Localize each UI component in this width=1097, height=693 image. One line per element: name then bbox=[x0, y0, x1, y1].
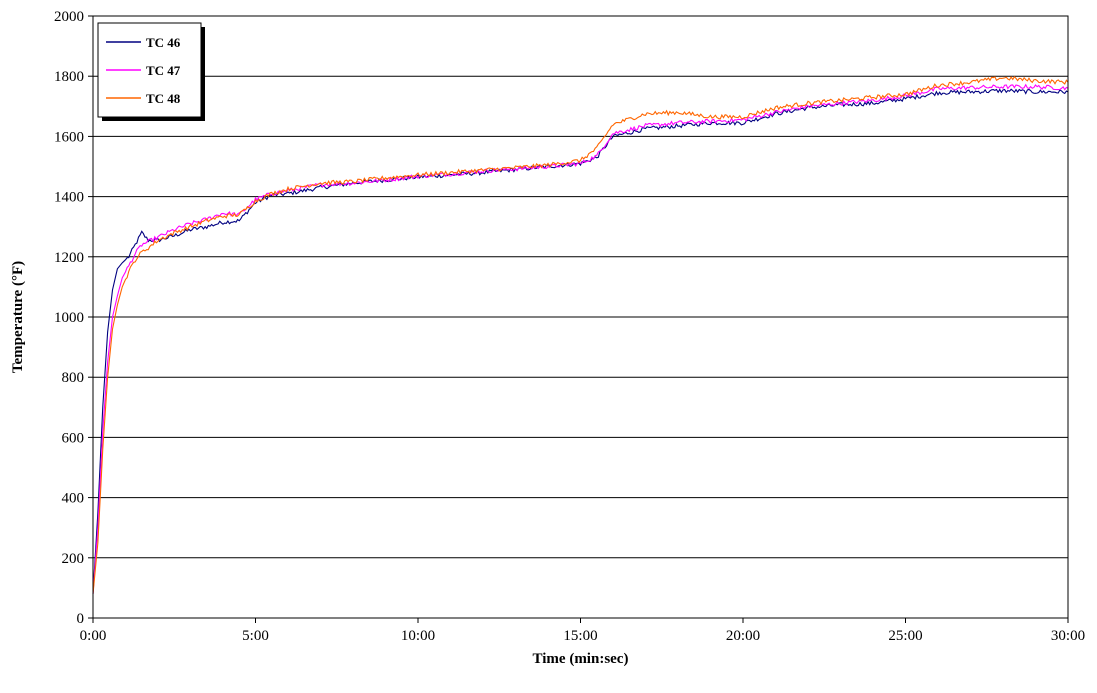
x-axis-ticks: 0:00 5:00 10:00 15:00 20:00 25:00 30:00 bbox=[80, 618, 1085, 644]
x-tick-label: 20:00 bbox=[726, 628, 760, 644]
y-tick-label: 1600 bbox=[54, 129, 84, 145]
y-axis-title: Temperature (°F) bbox=[10, 261, 26, 373]
legend: TC 46 TC 47 TC 48 bbox=[97, 22, 205, 121]
y-tick-label: 1200 bbox=[54, 250, 84, 266]
y-axis-ticks: 0 200 400 600 800 1000 1200 1400 1600 1800 2000 bbox=[54, 9, 93, 627]
x-tick-label: 0:00 bbox=[80, 628, 107, 644]
series-lines bbox=[92, 75, 1069, 594]
y-tick-label: 200 bbox=[62, 551, 85, 567]
series-line-tc-46 bbox=[92, 88, 1069, 594]
y-tick-label: 600 bbox=[62, 430, 85, 446]
x-tick-label: 5:00 bbox=[242, 628, 269, 644]
x-tick-label: 25:00 bbox=[888, 628, 922, 644]
y-tick-label: 2000 bbox=[54, 9, 84, 25]
legend-label: TC 46 bbox=[146, 35, 181, 50]
y-tick-label: 1400 bbox=[54, 190, 84, 206]
y-tick-label: 1000 bbox=[54, 310, 84, 326]
y-tick-label: 0 bbox=[77, 611, 85, 627]
y-tick-label: 1800 bbox=[54, 69, 84, 85]
legend-label: TC 48 bbox=[146, 91, 181, 106]
y-tick-label: 400 bbox=[62, 491, 85, 507]
x-tick-label: 30:00 bbox=[1051, 628, 1085, 644]
y-tick-label: 800 bbox=[62, 370, 85, 386]
x-tick-label: 10:00 bbox=[401, 628, 435, 644]
x-axis-title: Time (min:sec) bbox=[533, 651, 629, 667]
series-line-tc-48 bbox=[92, 75, 1069, 594]
x-tick-label: 15:00 bbox=[563, 628, 597, 644]
legend-label: TC 47 bbox=[146, 63, 181, 78]
series-line-tc-47 bbox=[92, 83, 1069, 594]
